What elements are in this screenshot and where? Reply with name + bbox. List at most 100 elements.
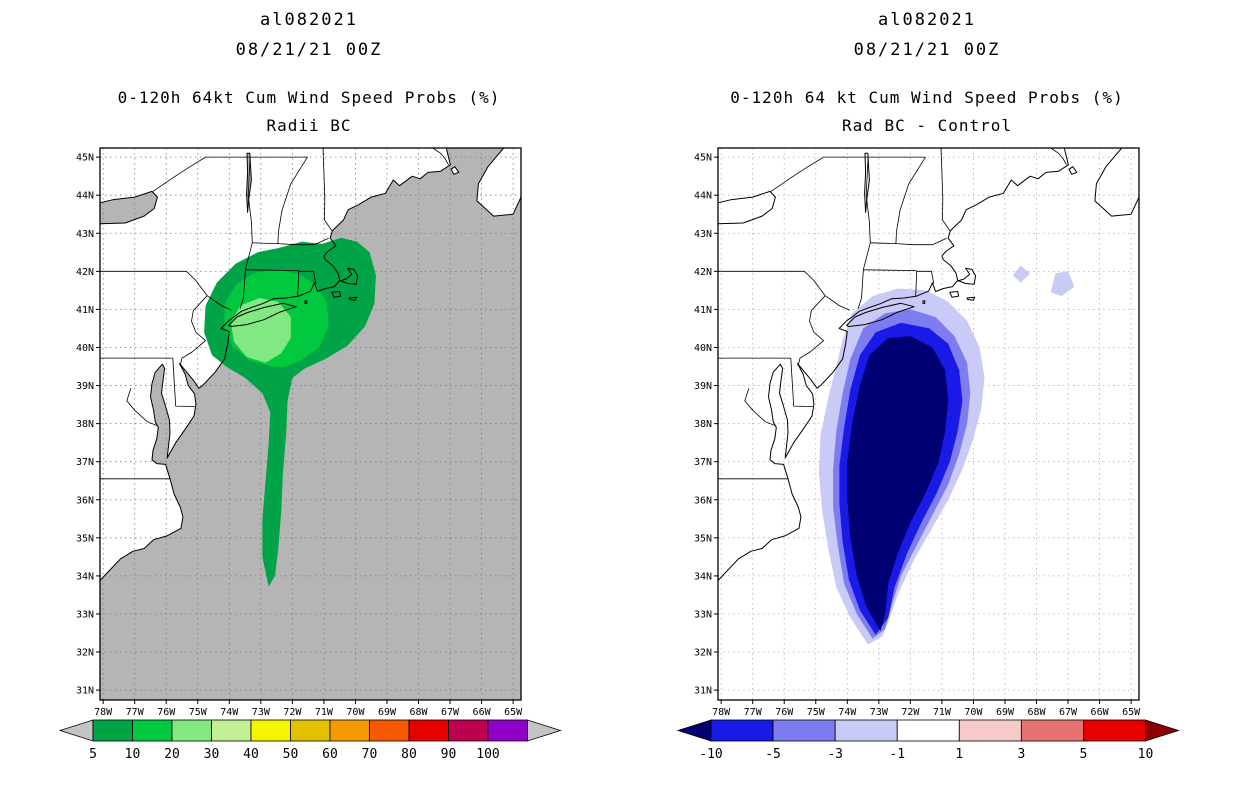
lat-tick-label: 42N <box>694 267 712 278</box>
right-panel: al082021 08/21/21 00Z 0-120h 64 kt Cum W… <box>618 0 1236 800</box>
lon-tick-label: 77W <box>744 707 763 718</box>
lon-tick-label: 68W <box>1027 707 1046 718</box>
lat-tick-label: 31N <box>76 686 94 697</box>
colorbar-tick-label: 80 <box>401 747 417 762</box>
colorbar-tick-label: 5 <box>1080 747 1088 762</box>
lon-tick-label: 70W <box>964 707 983 718</box>
lat-tick-label: 43N <box>694 229 712 240</box>
colorbar-segment <box>1020 719 1084 742</box>
lon-tick-label: 76W <box>157 707 176 718</box>
map-layers <box>100 148 521 700</box>
map-title-line-1: 0-120h 64 kt Cum Wind Speed Probs (%) <box>730 88 1124 107</box>
colorbar-segment <box>896 719 960 742</box>
lat-tick-label: 45N <box>76 153 94 164</box>
lon-tick-label: 78W <box>712 707 731 718</box>
left-panel: al082021 08/21/21 00Z 0-120h 64kt Cum Wi… <box>58 10 562 762</box>
colorbar-segment <box>487 719 528 742</box>
lon-tick-label: 69W <box>996 707 1015 718</box>
lat-tick-label: 41N <box>694 305 712 316</box>
colorbar-segment <box>448 719 489 742</box>
lon-tick-label: 74W <box>220 707 239 718</box>
colorbar-tick-label: -5 <box>765 747 781 762</box>
colorbar-tick-label: 50 <box>283 747 299 762</box>
map-title-line-1: 0-120h 64kt Cum Wind Speed Probs (%) <box>117 88 501 107</box>
lon-tick-label: 72W <box>901 707 920 718</box>
colorbar-labels: -10 -5 -3 -1 1 3 5 10 <box>699 747 1153 762</box>
colorbar-left-arrow <box>58 719 94 742</box>
colorbar-tick-label: 10 <box>125 747 141 762</box>
map-layers <box>718 148 1139 700</box>
colorbar-segment <box>250 719 291 742</box>
lat-tick-label: 39N <box>76 381 94 392</box>
lat-tick-label: 43N <box>76 229 94 240</box>
lon-tick-label: 68W <box>409 707 428 718</box>
colorbar: 5 10 20 30 40 50 60 70 80 90 100 <box>58 719 562 762</box>
probability-map-svg: 45N 44N 43N 42N 41N 40N 39N 38N 37N 36N 35N 34N 33N 3… <box>58 147 562 762</box>
lat-tick-label: 32N <box>694 648 712 659</box>
lon-tick-label: 67W <box>1059 707 1078 718</box>
map-title-line-2: Rad BC - Control <box>841 116 1013 135</box>
lat-tick-label: 41N <box>76 305 94 316</box>
storm-id-title: al082021 <box>878 10 976 30</box>
lon-tick-label: 70W <box>346 707 365 718</box>
colorbar-labels: 5 10 20 30 40 50 60 70 80 90 100 <box>89 747 500 762</box>
coastlines <box>718 148 1139 581</box>
lon-tick-label: 75W <box>807 707 826 718</box>
colorbar-segment <box>1083 719 1146 742</box>
lon-tick-label: 78W <box>94 707 113 718</box>
lat-tick-label: 35N <box>76 533 94 544</box>
colorbar-segment <box>329 719 370 742</box>
lat-tick-label: 38N <box>76 419 94 430</box>
lon-tick-label: 69W <box>378 707 397 718</box>
lat-tick-label: 44N <box>76 191 94 202</box>
colorbar-left-arrow <box>676 719 712 742</box>
colorbar-segment <box>834 719 898 742</box>
lat-tick-label: 37N <box>76 457 94 468</box>
colorbar-segment <box>710 719 774 742</box>
lon-tick-label: 67W <box>441 707 460 718</box>
lat-tick-label: 36N <box>76 495 94 506</box>
colorbar-tick-label: 100 <box>476 747 499 762</box>
lat-tick-label: 39N <box>694 381 712 392</box>
colorbar-segment <box>772 719 836 742</box>
lat-tick-label: 44N <box>694 191 712 202</box>
lon-tick-label: 66W <box>1091 707 1110 718</box>
colorbar-tick-label: 90 <box>441 747 457 762</box>
lat-tick-label: 35N <box>694 533 712 544</box>
colorbar-tick-label: -1 <box>889 747 905 762</box>
lat-tick-label: 45N <box>694 153 712 164</box>
lon-tick-label: 73W <box>252 707 271 718</box>
lon-tick-label: 77W <box>126 707 145 718</box>
lat-tick-label: 32N <box>76 648 94 659</box>
lat-tick-label: 38N <box>694 419 712 430</box>
colorbar-segment <box>290 719 331 742</box>
axis-labels: 45N 44N 43N 42N 41N 40N 39N 38N 37N 36N 35N 34N 33N 3… <box>694 153 1141 718</box>
lat-tick-label: 37N <box>694 457 712 468</box>
lat-tick-label: 34N <box>694 571 712 582</box>
colorbar-tick-label: -10 <box>699 747 722 762</box>
lon-tick-label: 71W <box>315 707 334 718</box>
colorbar-tick-label: 60 <box>322 747 338 762</box>
storm-id-title: al082021 <box>260 10 358 30</box>
colorbar-segment <box>211 719 252 742</box>
lat-tick-label: 31N <box>694 686 712 697</box>
colorbar-tick-label: 40 <box>243 747 259 762</box>
map-title-line-2: Radii BC <box>266 116 352 135</box>
colorbar: -10 -5 -3 -1 1 3 5 10 <box>676 719 1180 762</box>
state-boundaries <box>718 148 1067 480</box>
colorbar-tick-label: -3 <box>827 747 843 762</box>
init-time-title: 08/21/21 00Z <box>235 40 383 60</box>
lat-tick-label: 40N <box>76 343 94 354</box>
colorbar-segment <box>132 719 173 742</box>
lon-tick-label: 65W <box>504 707 523 718</box>
difference-map-svg: 45N 44N 43N 42N 41N 40N 39N 38N 37N 36N 35N 34N 33N 3… <box>676 147 1180 762</box>
lon-tick-label: 71W <box>933 707 952 718</box>
lon-tick-label: 73W <box>870 707 889 718</box>
colorbar-right-arrow <box>527 719 562 742</box>
lon-tick-label: 75W <box>189 707 208 718</box>
colorbar-segment <box>958 719 1022 742</box>
colorbar-tick-label: 5 <box>89 747 97 762</box>
colorbar-tick-label: 70 <box>362 747 378 762</box>
colorbar-segment <box>408 719 449 742</box>
lon-tick-label: 76W <box>775 707 794 718</box>
